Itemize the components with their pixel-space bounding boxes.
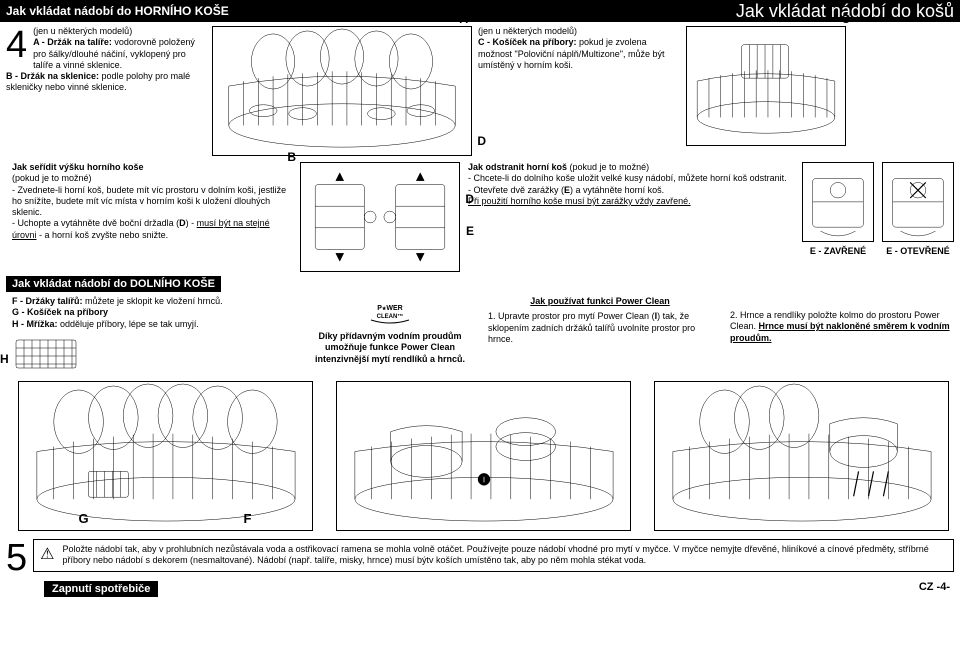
lower-right: Jak používat funkci Power Clean 1. Uprav…: [488, 296, 954, 375]
r1: - Chcete-li do dolního koše uložit velké…: [468, 173, 787, 183]
a-bold: A - Držák na talíře:: [33, 37, 112, 47]
h-bold: H - Mřížka:: [12, 319, 58, 329]
upper-rack-diagram-a: [212, 26, 472, 156]
mid-t2b: ) -: [186, 218, 197, 228]
lower-rack-1: G F: [18, 381, 313, 531]
page-number: CZ -4-: [919, 581, 950, 597]
lower-row: F - Držáky talířů: můžete je sklopit ke …: [0, 292, 960, 375]
footer-bar: Zapnutí spotřebiče CZ -4-: [0, 581, 960, 597]
step4-right: (jen u některých modelů) C - Košíček na …: [478, 26, 954, 156]
f-text: můžete je sklopit ke vložení hrnců.: [83, 296, 223, 306]
f-bold: F - Držáky talířů:: [12, 296, 83, 306]
mid-t2c: - a horní koš zvyšte nebo snižte.: [37, 230, 169, 240]
label-g: G: [79, 511, 89, 526]
r-title: Jak odstranit horní koš: [468, 162, 567, 172]
label-a: A: [459, 12, 468, 26]
b-bold: B - Držák na sklenice:: [6, 71, 99, 81]
cap-open: E - OTEVŘENÉ: [882, 246, 954, 256]
big-racks: G F I: [0, 375, 960, 531]
pc-col2: 2. Hrnce a rendlíky položte kolmo do pro…: [730, 296, 954, 375]
svg-text:CLEAN™: CLEAN™: [377, 313, 404, 320]
lower-left: F - Držáky talířů: můžete je sklopit ke …: [12, 296, 292, 375]
footer-strip: Zapnutí spotřebiče: [44, 581, 158, 597]
h-grid-diagram: H: [12, 336, 292, 375]
mid-right: Jak odstranit horní koš (pokud je to mož…: [468, 162, 954, 272]
label-e: E: [466, 224, 474, 238]
upper-rack-diagram-c: [686, 26, 846, 146]
step5-row: 5 ⚠ Položte nádobí tak, aby v prohlubníc…: [0, 531, 960, 577]
h-text: odděluje příbory, lépe se tak umyjí.: [58, 319, 199, 329]
pc-col1: Jak používat funkci Power Clean 1. Uprav…: [488, 296, 712, 375]
models-note-r: (jen u některých modelů): [478, 26, 577, 36]
step4-row: 4 (jen u některých modelů) A - Držák na …: [0, 22, 960, 156]
latch-closed-wrap: E - ZAVŘENÉ: [802, 162, 874, 256]
step4-right-text: (jen u některých modelů) C - Košíček na …: [478, 26, 678, 156]
label-d-2: D: [465, 192, 474, 206]
lower-basket-strip: Jak vkládat nádobí do DOLNÍHO KOŠE: [6, 276, 221, 292]
mid-title: Jak seřídit výšku horního koše: [12, 162, 144, 172]
warning-icon: ⚠: [40, 544, 54, 564]
svg-text:P★WER: P★WER: [377, 305, 403, 312]
step4-diagram-c-wrap: C: [686, 26, 846, 156]
r3: Při použití horního koše musí být zarážk…: [468, 196, 691, 206]
height-svg: [301, 163, 459, 271]
lower-rack-3: [654, 381, 949, 531]
header-left: Jak vkládat nádobí do HORNÍHO KOŠE: [6, 4, 229, 18]
height-adjust-diagram: [300, 162, 460, 272]
step4-number: 4: [6, 26, 27, 64]
mid-t2a: - Uchopte a vytáhněte dvě boční držadla …: [12, 218, 179, 228]
power-text: Díky přídavným vodním proudům umožňuje f…: [300, 331, 480, 365]
grid-h-svg: [12, 336, 80, 372]
latch-diagrams: E - ZAVŘENÉ E - OTEVŘENÉ: [802, 162, 954, 272]
step4-diagram-a-wrap: A D: [212, 26, 472, 156]
lower-mid: P★WERCLEAN™ Díky přídavným vodním proudů…: [300, 296, 480, 375]
pc-title: Jak používat funkci Power Clean: [530, 296, 670, 306]
rack-a-svg: [213, 27, 471, 155]
models-note: (jen u některých modelů): [33, 26, 132, 36]
mid-t1: - Zvednete-li horní koš, budete mít víc …: [12, 185, 286, 218]
latch-closed: [802, 162, 874, 242]
power-clean-icon: P★WERCLEAN™: [300, 296, 480, 331]
g-bold: G - Košíček na příbory: [12, 307, 108, 317]
step4-left-text: (jen u některých modelů) A - Držák na ta…: [6, 26, 206, 94]
svg-text:I: I: [482, 475, 484, 484]
pc2b: Hrnce musí být nakloněné směrem k vodním…: [730, 321, 950, 342]
latch-open: [882, 162, 954, 242]
header-bar: Jak vkládat nádobí do HORNÍHO KOŠE Jak v…: [0, 0, 960, 22]
label-c: C: [841, 12, 850, 26]
r2a: - Otevřete dvě zarážky (: [468, 185, 564, 195]
label-f: F: [244, 511, 252, 526]
step4-left-col: 4 (jen u některých modelů) A - Držák na …: [6, 26, 206, 156]
mid-left: B Jak seřídit výšku horního koše (pokud …: [12, 162, 292, 272]
cap-closed: E - ZAVŘENÉ: [802, 246, 874, 256]
r2b: ) a vytáhněte horní koš.: [570, 185, 664, 195]
step5-number: 5: [6, 539, 27, 577]
mid-center: D E: [300, 162, 460, 272]
mid-sub: (pokud je to možné): [12, 173, 92, 183]
c-bold: C - Košíček na příbory:: [478, 37, 577, 47]
rack-c-svg: [687, 27, 845, 145]
warning-box: ⚠ Položte nádobí tak, aby v prohlubních …: [33, 539, 954, 572]
mid-row: B Jak seřídit výšku horního koše (pokud …: [0, 156, 960, 272]
pc1a: 1. Upravte prostor pro mytí Power Clean …: [488, 311, 655, 321]
label-d-1: D: [477, 134, 486, 148]
label-b: B: [287, 150, 296, 165]
lower-rack-2: I: [336, 381, 631, 531]
mid-right-text: Jak odstranit horní koš (pokud je to mož…: [468, 162, 788, 272]
latch-open-wrap: E - OTEVŘENÉ: [882, 162, 954, 256]
warning-text: Položte nádobí tak, aby v prohlubních ne…: [62, 544, 947, 567]
r-sub: (pokud je to možné): [567, 162, 649, 172]
label-h: H: [0, 352, 9, 367]
